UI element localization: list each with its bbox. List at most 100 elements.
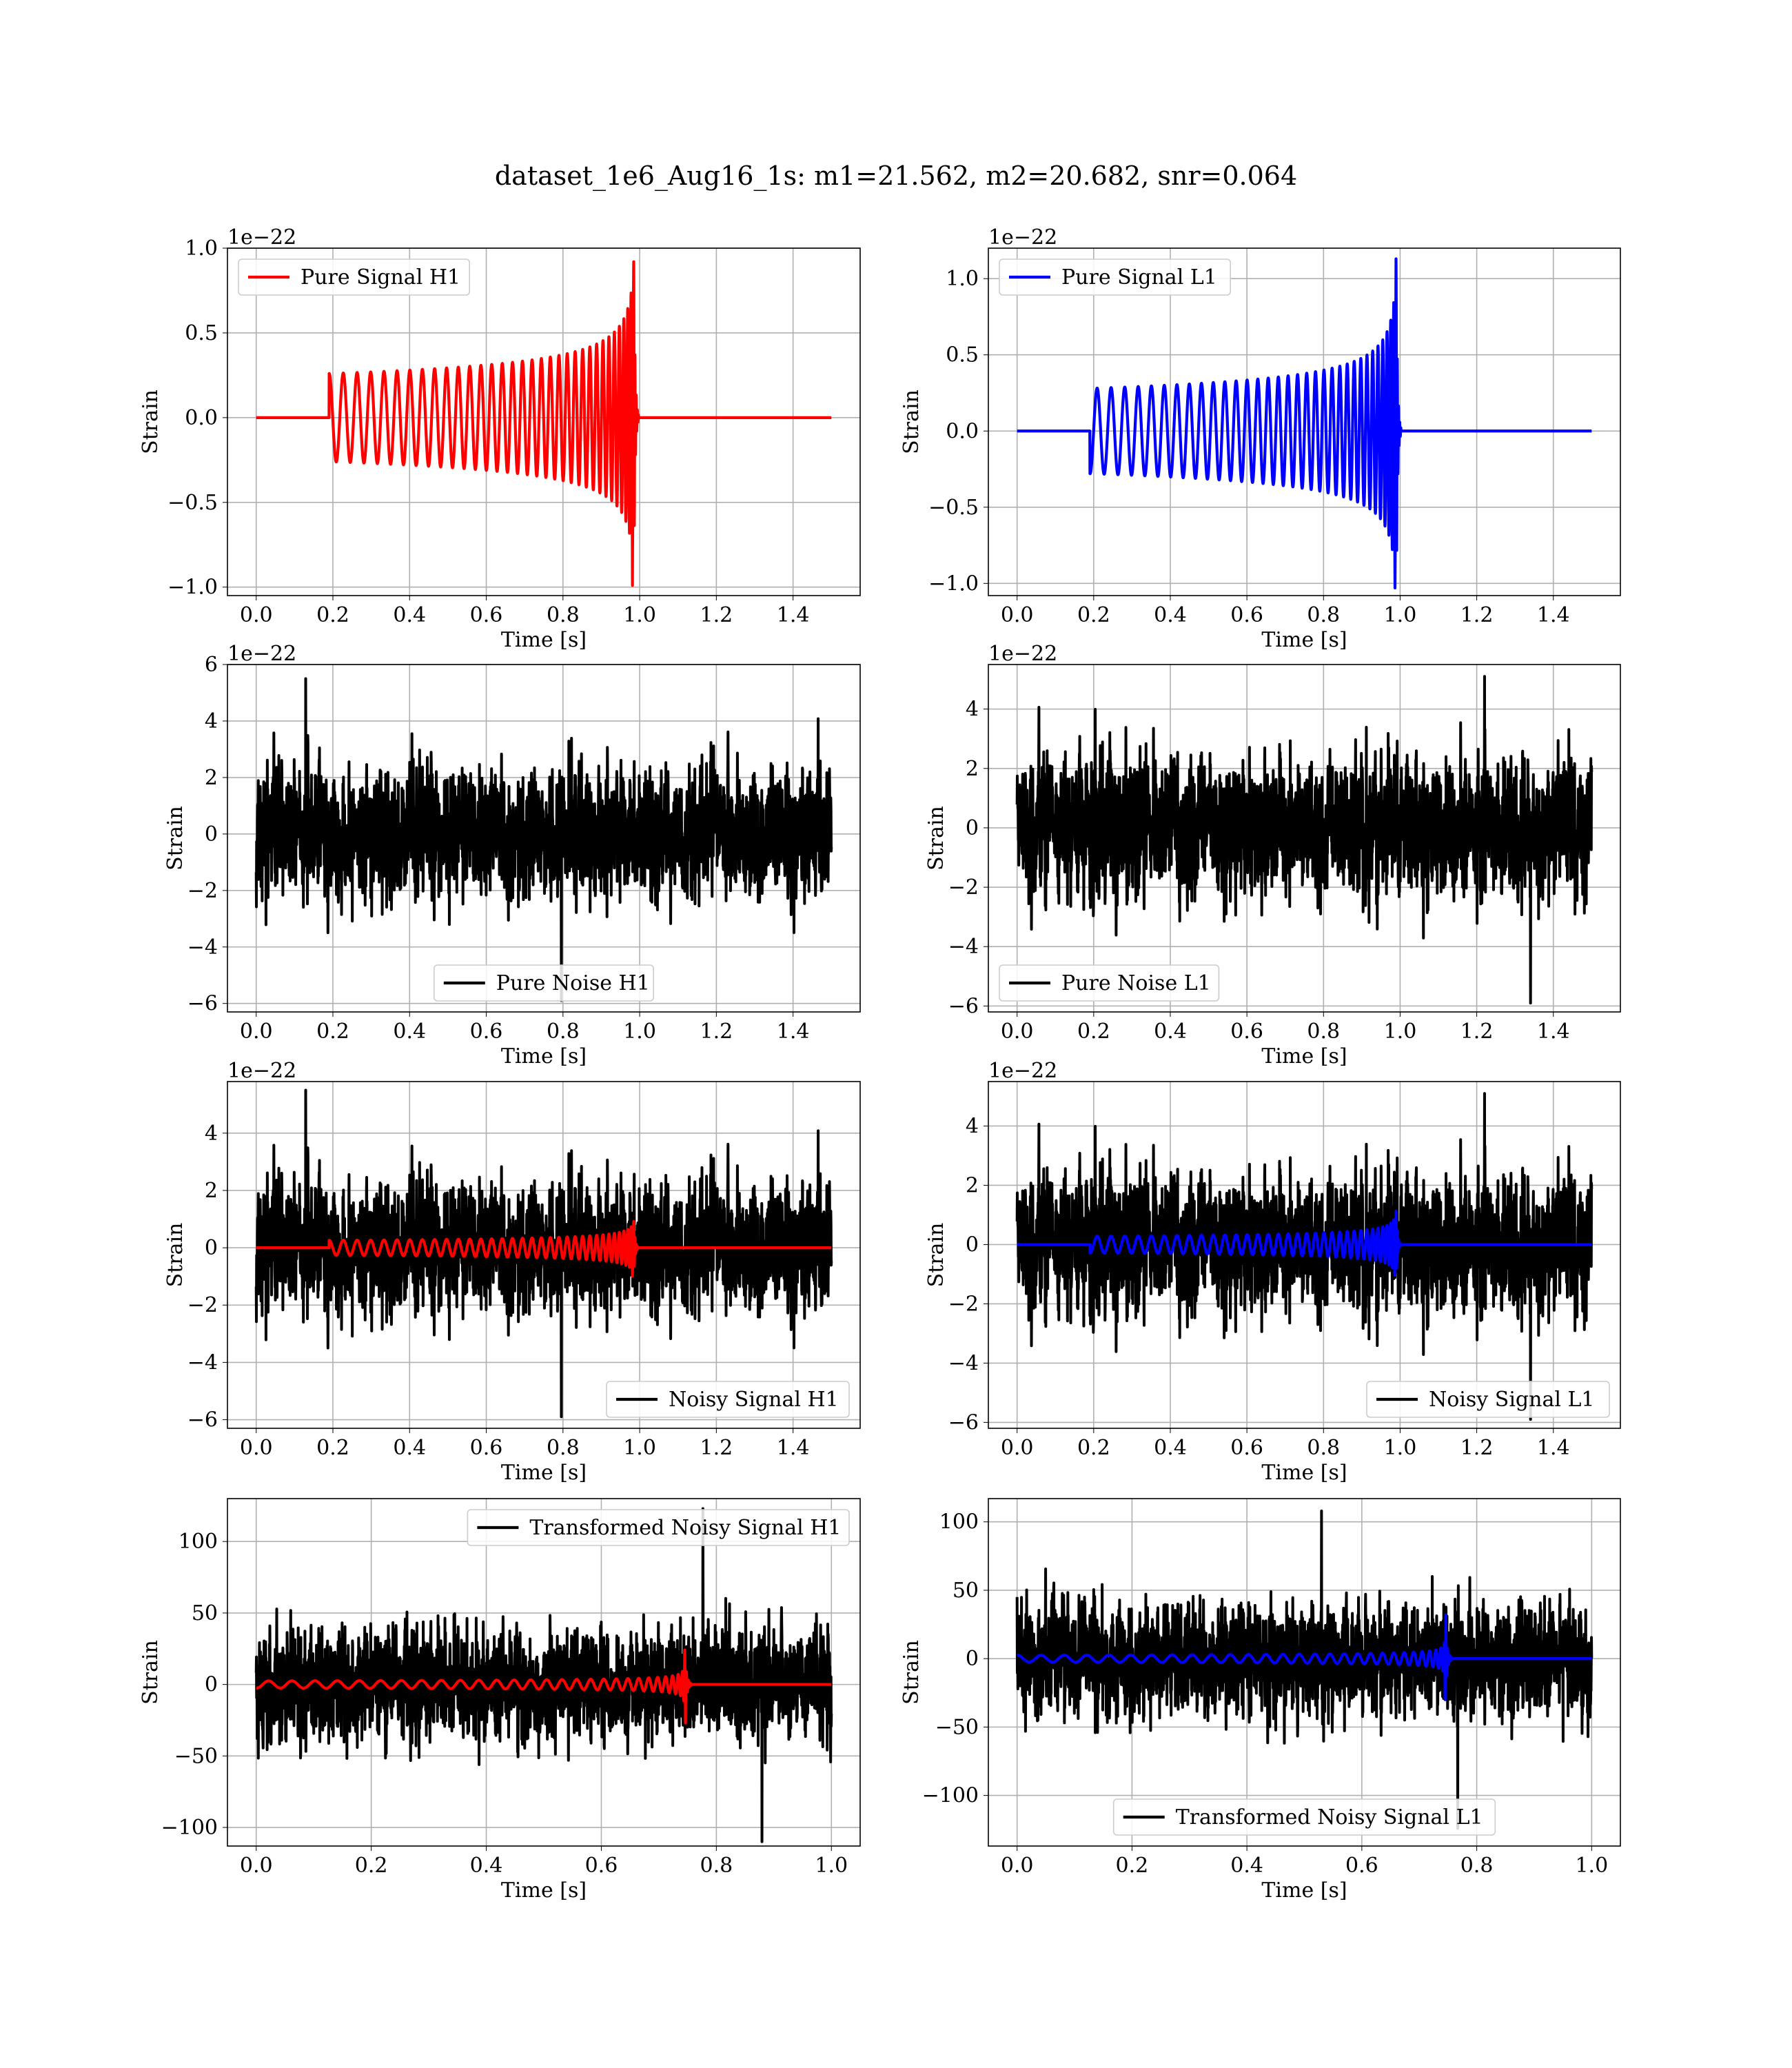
y-tick-label: 0 [966,1647,979,1671]
y-tick-label: −4 [187,1350,218,1375]
x-axis-label: Time [s] [501,1878,587,1903]
y-tick-label: −6 [948,994,979,1018]
x-tick-label: 1.4 [777,603,810,627]
offset-label: 1e−22 [988,225,1057,250]
chart-pure-signal-l1: 0.0 0.2 0.4 0.6 0.8 1.0 1.2 1.4 −1.0 −0.5 0.0 0.5 1.… [899,225,1621,652]
y-tick-label: −1.0 [928,571,979,596]
legend-label: Pure Signal H1 [301,265,460,290]
x-tick-label: 1.0 [815,1854,848,1878]
figure-title: dataset_1e6_Aug16_1s: m1=21.562, m2=20.6… [495,161,1297,192]
y-tick-label: −1.0 [167,576,218,600]
x-tick-label: 1.4 [1537,1020,1570,1044]
series-group [1015,675,1594,1005]
transformed-noisy-signal-h1-line [254,1507,833,1843]
x-tick-label: 1.2 [700,1020,733,1044]
x-tick-label: 0.8 [1307,603,1340,627]
y-tick-label: −2 [948,875,979,900]
x-tick-label: 0.2 [316,1020,349,1044]
axes-frame [227,1498,861,1847]
y-tick-label: 0.5 [185,321,218,345]
y-tick-label: 0.5 [946,343,979,367]
legend-box [999,964,1220,1002]
chart-pure-signal-h1: 0.0 0.2 0.4 0.6 0.8 1.0 1.2 1.4 −1.0 −0.5 0.0 0.5 1.… [139,225,861,652]
x-tick-label: 1.0 [1384,1020,1417,1044]
x-tick-label: 0.6 [1345,1854,1378,1878]
axes-frame [227,247,861,596]
noisy-signal-l1-line [1015,1092,1594,1421]
pure-noise-h1-line [254,677,833,1002]
pure-signal-h1-line [254,260,833,587]
legend-label: Pure Noise L1 [1061,971,1211,995]
y-tick-label: −4 [187,935,218,960]
legend: Pure Signal L1 [999,258,1232,296]
y-tick-label: 0 [966,816,979,840]
x-tick-label: 0.2 [316,603,349,627]
x-tick-label: 0.4 [393,1436,426,1460]
y-tick-label: −100 [161,1816,218,1840]
legend-label: Transformed Noisy Signal L1 [1176,1805,1483,1829]
x-tick-label: 1.2 [1460,1436,1494,1460]
y-tick-label: −2 [187,879,218,903]
y-axis-label: Strain [163,806,187,871]
series-group [1015,257,1594,590]
y-tick-label: −50 [935,1715,979,1739]
x-axis-label: Time [s] [501,1044,587,1068]
x-tick-label: 0.4 [1154,1020,1187,1044]
offset-label: 1e−22 [988,1059,1057,1083]
y-axis-label: Strain [924,806,948,871]
pure-signal-l1-line [1015,257,1594,590]
legend-label: Pure Signal L1 [1061,265,1217,290]
legend: Noisy Signal L1 [1366,1381,1610,1418]
y-tick-label: 2 [205,766,218,790]
x-tick-label: 0.8 [547,1436,580,1460]
x-tick-label: 1.4 [777,1020,810,1044]
x-tick-label: 0.4 [1154,603,1187,627]
x-tick-label: 0.8 [547,1020,580,1044]
y-tick-label: 1.0 [185,236,218,261]
y-axis-label: Strain [899,389,924,454]
series-1-line [254,1648,833,1725]
x-tick-label: 0.2 [1077,1020,1110,1044]
y-tick-label: 50 [192,1601,218,1625]
y-tick-label: −100 [922,1784,979,1808]
x-tick-label: 0.0 [1001,1020,1034,1044]
series-group [254,677,833,1002]
y-tick-label: 4 [966,698,979,722]
x-tick-label: 0.4 [470,1854,503,1878]
legend-label: Transformed Noisy Signal H1 [529,1516,841,1540]
x-tick-label: 0.8 [547,603,580,627]
x-tick-label: 1.2 [700,603,733,627]
y-tick-label: 100 [939,1510,979,1534]
y-tick-label: 0 [966,1233,979,1257]
pure-noise-l1-line [1015,675,1594,1005]
x-tick-label: 0.2 [355,1854,388,1878]
x-tick-label: 1.0 [1384,603,1417,627]
x-tick-label: 1.0 [1384,1436,1417,1460]
x-tick-label: 0.8 [700,1854,733,1878]
x-tick-label: 1.0 [623,1436,656,1460]
x-tick-label: 0.2 [1077,1436,1110,1460]
x-tick-label: 0.2 [1116,1854,1149,1878]
y-tick-label: 1.0 [946,267,979,291]
x-tick-label: 0.4 [393,603,426,627]
series-group [1015,1092,1594,1421]
y-tick-label: 4 [966,1114,979,1138]
y-axis-label: Strain [899,1640,924,1705]
x-tick-label: 1.4 [777,1436,810,1460]
chart-transformed-noisy-signal-h1: 0.0 0.2 0.4 0.6 0.8 1.0 −100 −50 0 50 100 Time [s] S… [139,1498,861,1903]
x-tick-label: 0.0 [240,1436,273,1460]
y-axis-label: Strain [139,389,163,454]
y-tick-label: −4 [948,1351,979,1375]
x-tick-label: 1.2 [1460,1020,1494,1044]
x-tick-label: 1.4 [1537,1436,1570,1460]
series-1-line [254,1219,833,1278]
y-tick-label: 0 [205,1673,218,1697]
offset-label: 1e−22 [227,1059,296,1083]
x-tick-label: 1.4 [1537,603,1570,627]
x-tick-label: 0.0 [240,603,273,627]
y-tick-label: −50 [174,1744,218,1768]
x-tick-label: 0.6 [1230,1020,1263,1044]
x-tick-label: 0.8 [1307,1436,1340,1460]
y-tick-label: 0 [205,822,218,847]
x-tick-label: 0.6 [585,1854,618,1878]
